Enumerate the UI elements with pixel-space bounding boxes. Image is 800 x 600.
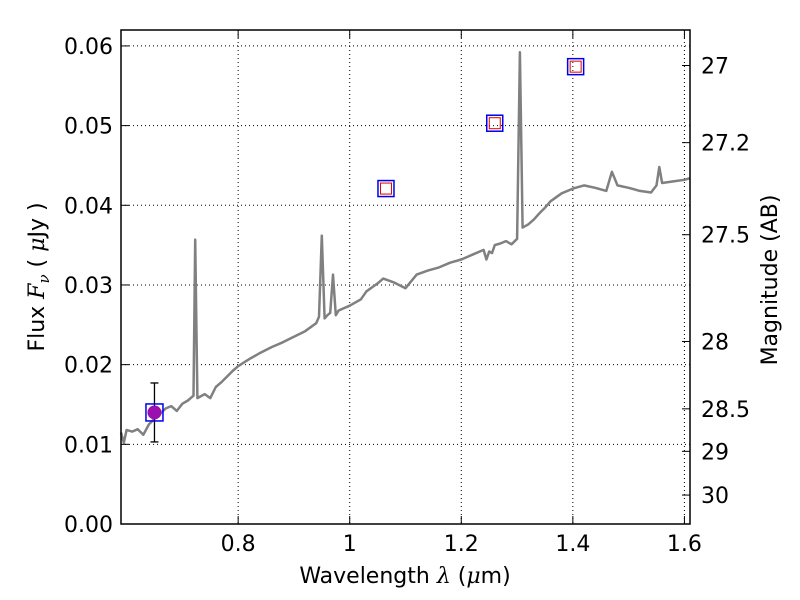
axis-ticks: 0.8 1 1.2 1.4 1.6 0.00 0.01 0.02 0.03 0.04 0.05 0.0…	[64, 30, 750, 557]
y-tick-label: 0.06	[64, 35, 113, 60]
x-axis-label: Wavelength λ (μm)	[299, 564, 510, 589]
y-tick-label: 0.02	[64, 354, 113, 379]
y-tick-label: 0.03	[64, 274, 113, 299]
mag-tick-label: 27	[701, 55, 729, 80]
mag-tick-label: 28.5	[701, 398, 750, 423]
predicted-point	[488, 117, 501, 130]
predicted-point-box	[486, 114, 504, 132]
predicted-point	[569, 60, 582, 73]
y-tick-label: 0.04	[64, 194, 113, 219]
x-tick-label: 1.4	[555, 532, 590, 557]
x-tick-label: 1	[343, 532, 357, 557]
measured-point	[147, 405, 162, 420]
spectrum-layer	[119, 51, 691, 444]
x-tick-label: 1.2	[444, 532, 479, 557]
x-tick-label: 0.8	[221, 532, 256, 557]
y-tick-label: 0.01	[64, 433, 113, 458]
y-tick-label: 0.05	[64, 115, 113, 140]
mag-tick-label: 27.2	[701, 132, 750, 157]
spectrum-line	[119, 51, 691, 444]
y-tick-label: 0.00	[64, 513, 113, 538]
predicted-point-box	[377, 179, 395, 198]
photometry-layer	[145, 57, 585, 443]
y-axis-label: Flux Fν ( μJy )	[25, 202, 53, 351]
mag-tick-label: 27.5	[701, 224, 750, 249]
x-tick-label: 1.6	[667, 532, 702, 557]
predicted-point	[379, 182, 392, 195]
mag-tick-label: 29	[701, 440, 729, 465]
mag-tick-label: 28	[701, 330, 729, 355]
magnitude-axis-label: Magnitude (AB)	[758, 195, 783, 366]
grid-lines	[121, 30, 690, 525]
predicted-point-box	[566, 57, 585, 76]
plot-frame	[120, 29, 691, 525]
measured-point-box	[145, 403, 164, 422]
mag-tick-label: 30	[701, 484, 729, 509]
